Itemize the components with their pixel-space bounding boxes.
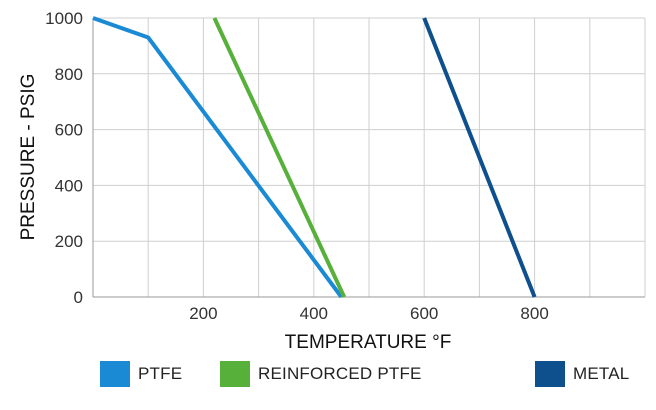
legend-label-ptfe: PTFE xyxy=(138,364,183,383)
tick-labels: 200 400 600 800 0 200 400 600 800 1000 xyxy=(45,9,549,323)
y-tick-label: 400 xyxy=(55,176,83,195)
gridlines xyxy=(93,17,646,297)
x-tick-label: 200 xyxy=(189,304,217,323)
legend-item-metal: METAL xyxy=(535,361,629,387)
x-tick-label: 400 xyxy=(300,304,328,323)
series-line-ptfe xyxy=(92,16,344,299)
series-line-reinforced-ptfe xyxy=(212,17,347,298)
series-lines xyxy=(92,16,537,299)
x-axis-label: TEMPERATURE °F xyxy=(285,332,452,353)
y-tick-label: 1000 xyxy=(45,9,83,28)
y-tick-label: 600 xyxy=(55,121,83,140)
legend-label-reinforced-ptfe: REINFORCED PTFE xyxy=(258,364,422,383)
legend-item-reinforced-ptfe: REINFORCED PTFE xyxy=(220,361,422,387)
y-axis-label: PRESSURE - PSIG xyxy=(18,74,39,241)
legend-label-metal: METAL xyxy=(573,364,630,383)
y-tick-label: 800 xyxy=(55,65,83,84)
x-tick-label: 800 xyxy=(520,304,548,323)
legend-item-ptfe: PTFE xyxy=(100,361,182,387)
y-tick-label: 0 xyxy=(74,288,83,307)
x-tick-label: 600 xyxy=(410,304,438,323)
legend-swatch-ptfe xyxy=(100,361,130,387)
series-line-metal xyxy=(422,17,537,298)
legend: PTFE REINFORCED PTFE METAL xyxy=(0,361,656,387)
axes xyxy=(92,18,645,298)
legend-swatch-metal xyxy=(535,361,565,387)
y-tick-label: 200 xyxy=(55,232,83,251)
legend-swatch-reinforced-ptfe xyxy=(220,361,250,387)
